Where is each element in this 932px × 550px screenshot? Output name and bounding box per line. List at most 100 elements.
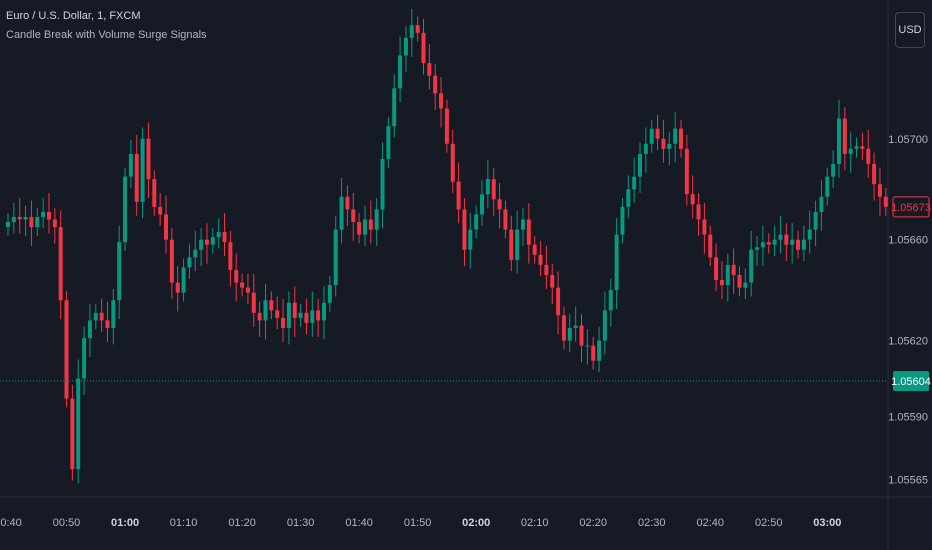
candle-body (573, 325, 578, 328)
candle-body (872, 163, 877, 185)
candle-body (725, 264, 730, 286)
candle-body (491, 179, 496, 200)
candle-body (58, 227, 63, 301)
candle-body (456, 181, 461, 210)
candle-body (251, 292, 256, 313)
candle-body (357, 222, 362, 235)
candle-body (638, 153, 643, 177)
candle-body (298, 312, 303, 318)
candle-body (322, 302, 327, 321)
candle-body (544, 264, 549, 275)
candle-body (602, 310, 607, 341)
candle-body (550, 274, 555, 288)
candle-body (497, 199, 502, 210)
candle-body (310, 310, 315, 323)
candle-body (82, 338, 87, 379)
time-tick-label: 02:10 (521, 517, 549, 529)
candle-body (503, 209, 508, 230)
candle-body (427, 63, 432, 76)
candle-body (801, 239, 806, 250)
candle-body (403, 37, 408, 56)
candle-body (509, 229, 514, 260)
time-tick-label: 01:40 (345, 517, 373, 529)
candle-body (731, 264, 736, 275)
candle-body (626, 189, 631, 207)
candle-body (23, 216, 28, 220)
horizontal-line-price-badge (893, 370, 929, 391)
candle-body (532, 244, 537, 255)
candle-body (866, 148, 871, 164)
candle-body (304, 312, 309, 323)
candle-body (228, 242, 233, 270)
candle-body (673, 128, 678, 144)
candle-body (415, 25, 420, 33)
candle-body (778, 234, 783, 240)
candle-body (708, 234, 713, 258)
candle-body (813, 211, 818, 230)
candle-body (169, 239, 174, 283)
candle-body (883, 196, 888, 207)
candle-body (784, 234, 789, 245)
candle-body (854, 146, 859, 149)
symbol-title[interactable]: Euro / U.S. Dollar, 1, FXCM (6, 10, 141, 22)
candle-body (152, 179, 157, 207)
time-tick-label: 02:50 (755, 517, 783, 529)
candle-body (579, 325, 584, 346)
candle-body (790, 239, 795, 245)
candle-body (234, 269, 239, 283)
candle-body (702, 219, 707, 235)
candle-body (597, 340, 602, 361)
candle-body (398, 55, 403, 89)
candle-body (199, 239, 204, 250)
candle-body (450, 143, 455, 182)
candle-body (187, 257, 192, 268)
candle-body (825, 176, 830, 197)
candle-body (181, 267, 186, 293)
candle-body (678, 128, 683, 149)
candle-body (281, 317, 286, 328)
time-tick-label: 03:00 (813, 517, 841, 529)
candle-body (796, 239, 801, 250)
indicator-title[interactable]: Candle Break with Volume Surge Signals (6, 29, 207, 41)
candle-body (743, 282, 748, 288)
candle-body (374, 209, 379, 230)
candle-body (462, 209, 467, 250)
price-tick-label: 1.05565 (888, 474, 928, 486)
candle-body (614, 234, 619, 291)
candle-body (561, 315, 566, 341)
candle-body (333, 229, 338, 286)
candle-body (877, 184, 882, 197)
candle-body (204, 239, 209, 245)
candle-body (216, 232, 221, 238)
candle-body (836, 118, 841, 164)
candle-body (386, 126, 391, 159)
candle-body (70, 398, 75, 470)
candle-body (643, 143, 648, 154)
candle-body (164, 214, 169, 240)
last-price-label: 1.05673 (891, 202, 931, 214)
candle-body (696, 204, 701, 220)
candle-body (93, 312, 98, 321)
candle-body (269, 300, 274, 311)
candle-body (134, 153, 139, 202)
time-tick-label: 02:30 (638, 517, 666, 529)
candle-body (468, 229, 473, 250)
candle-body (35, 216, 40, 228)
candle-body (409, 25, 414, 38)
candle-body (316, 310, 321, 321)
price-tick-label: 1.05700 (888, 134, 928, 146)
candle-body (380, 158, 385, 210)
candle-body (76, 378, 81, 470)
candle-body (848, 148, 853, 154)
candle-body (807, 229, 812, 240)
candle-body (632, 176, 637, 190)
candle-body (6, 222, 10, 228)
candle-body (620, 206, 625, 235)
candle-body (831, 163, 836, 177)
currency-button[interactable]: USD (895, 12, 925, 48)
price-tick-label: 1.05660 (888, 235, 928, 247)
time-tick-label: 01:30 (287, 517, 315, 529)
